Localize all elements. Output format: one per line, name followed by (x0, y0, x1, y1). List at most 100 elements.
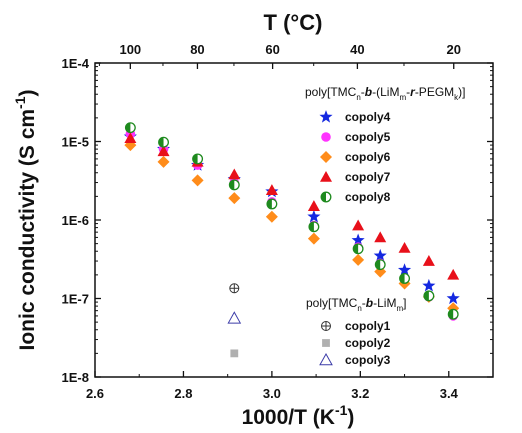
legend2-title: poly[TMCn-b-LiMm] (306, 296, 407, 313)
top-tick-label: 60 (265, 42, 279, 57)
point-copoly7 (398, 241, 411, 253)
series-copoly5 (125, 129, 459, 321)
series-copoly8 (124, 122, 459, 320)
top-tick-label: 100 (119, 42, 141, 57)
point-copoly7-shape (307, 200, 320, 211)
point-copoly8 (399, 273, 411, 284)
point-copoly4-shape (351, 233, 365, 246)
point-copoly8 (158, 136, 169, 148)
point-copoly7 (352, 219, 365, 231)
series-copoly2 (230, 349, 239, 358)
point-copoly8-fill (125, 122, 131, 133)
point-copoly4-shape (422, 278, 436, 292)
point-copoly4-shape (307, 209, 321, 223)
legend-marker-copoly1 (321, 321, 331, 331)
point-copoly8 (124, 122, 136, 134)
point-copoly6 (157, 155, 170, 168)
x-tick-label: 2.6 (86, 386, 104, 401)
legend-label-copoly6: copoly6 (345, 150, 391, 164)
point-copoly7 (124, 132, 137, 144)
y-tick-label: 1E-6 (62, 213, 89, 228)
point-copoly7 (307, 200, 320, 211)
point-copoly7 (157, 145, 170, 157)
point-copoly7-shape (265, 184, 278, 195)
point-copoly7 (422, 255, 435, 266)
series-copoly1 (229, 283, 240, 294)
point-copoly8 (228, 179, 240, 191)
y-axis-title: Ionic conductivity (S cm-1) (12, 90, 39, 351)
point-copoly8-fill (309, 221, 314, 232)
top-axis-title: T (°C) (264, 10, 323, 35)
legend-marker-copoly3 (319, 352, 333, 366)
legend-marker-copoly4-shape (319, 110, 333, 123)
point-copoly7-shape (374, 231, 387, 243)
legend-marker-copoly3-shape (319, 352, 333, 366)
point-copoly6 (352, 253, 365, 266)
plot-frame (94, 62, 494, 378)
series-copoly6 (124, 139, 460, 315)
y-tick-label: 1E-7 (62, 292, 89, 307)
point-copoly6-shape (157, 155, 170, 168)
point-copoly8 (266, 198, 278, 210)
legend-label-copoly7: copoly7 (345, 170, 391, 184)
point-copoly8 (352, 243, 364, 255)
x-tick-label: 3.4 (440, 386, 459, 401)
legend-marker-copoly2-shape (322, 339, 330, 347)
point-copoly6 (228, 192, 241, 205)
point-copoly6-shape (307, 232, 320, 245)
point-copoly7-shape (352, 219, 365, 231)
legend-marker-copoly7-shape (320, 171, 332, 182)
point-copoly7 (265, 184, 278, 195)
legend-label-copoly8: copoly8 (345, 190, 391, 204)
point-copoly7 (228, 168, 241, 180)
point-copoly4 (422, 278, 436, 292)
legend-marker-copoly2 (322, 339, 330, 347)
legend1-title: poly[TMCn-b-(LiMm-r-PEGMk)] (305, 85, 466, 102)
legend-marker-copoly4 (319, 110, 333, 123)
point-copoly6-shape (352, 253, 365, 266)
y-tick-label: 1E-8 (62, 370, 89, 385)
point-copoly7-shape (228, 168, 241, 180)
point-copoly4-shape (397, 263, 412, 276)
legend-lim: poly[TMCn-b-LiMm] copoly1 copoly2 copoly3 (306, 296, 407, 367)
point-copoly7-shape (447, 268, 460, 280)
point-copoly4-shape (446, 291, 460, 305)
point-copoly8 (308, 221, 320, 233)
legend-marker-copoly5-shape (321, 132, 331, 142)
point-copoly4 (446, 291, 460, 305)
top-tick-label: 40 (350, 42, 364, 57)
legend-polyblock: poly[TMCn-b-(LiMm-r-PEGMk)] copoly4 copol… (305, 85, 466, 204)
point-copoly4 (397, 263, 412, 276)
series-copoly3 (227, 311, 242, 324)
legend-marker-copoly8-fill (321, 192, 326, 202)
top-tick-label: 20 (447, 42, 461, 57)
point-copoly4-shape (373, 248, 387, 262)
point-copoly7-shape (124, 132, 137, 144)
point-copoly6-shape (191, 174, 204, 187)
point-copoly6 (265, 210, 278, 223)
legend-label-copoly3: copoly3 (345, 353, 391, 367)
x-tick-label: 2.8 (174, 386, 192, 401)
series-copoly7 (124, 132, 460, 280)
point-copoly8-fill (353, 243, 359, 254)
legend-marker-copoly6 (320, 151, 332, 163)
legend-marker-copoly5 (321, 132, 331, 142)
point-copoly3-shape (227, 311, 242, 324)
point-copoly6-shape (265, 210, 278, 223)
point-copoly8 (423, 290, 435, 302)
point-copoly3 (227, 311, 242, 324)
y-tick-label: 1E-5 (62, 135, 89, 150)
legend-label-copoly1: copoly1 (345, 319, 391, 333)
x-tick-label: 3.2 (351, 386, 369, 401)
legend-marker-copoly6-shape (320, 151, 332, 163)
point-copoly8-fill (424, 291, 429, 301)
legend-label-copoly4: copoly4 (345, 110, 391, 124)
point-copoly8-fill (229, 180, 235, 190)
legend-label-copoly5: copoly5 (345, 130, 391, 144)
point-copoly8-fill (158, 137, 164, 147)
point-copoly7 (447, 268, 460, 280)
point-copoly6 (307, 232, 320, 245)
legend-marker-copoly8 (320, 191, 332, 203)
top-tick-label: 80 (190, 42, 204, 57)
